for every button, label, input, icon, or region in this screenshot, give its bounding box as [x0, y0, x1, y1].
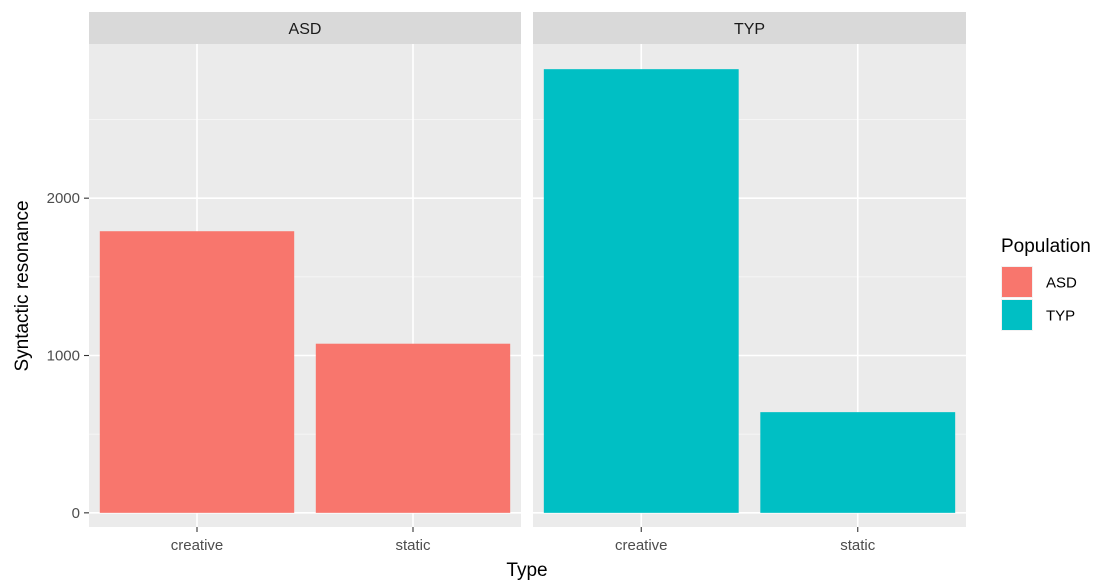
bar-typ-static [760, 412, 956, 513]
facet-strip-asd [89, 12, 521, 44]
facet-label-asd: ASD [289, 21, 322, 38]
y-tick-label: 1000 [47, 348, 80, 365]
x-tick-label: static [840, 537, 876, 554]
legend-title: Population [1001, 236, 1091, 257]
bar-typ-creative [543, 69, 739, 513]
x-tick-label: creative [615, 537, 668, 554]
bar-asd-static [315, 343, 511, 513]
facet-strip-typ [533, 12, 966, 44]
legend-label-typ: TYP [1046, 308, 1075, 325]
y-tick-label: 0 [72, 505, 80, 522]
x-axis-title: Type [506, 560, 547, 581]
legend-swatch-typ [1002, 300, 1032, 330]
x-tick-label: creative [171, 537, 224, 554]
y-axis-title: Syntactic resonance [12, 200, 33, 371]
legend-label-asd: ASD [1046, 275, 1077, 292]
y-tick-label: 2000 [47, 190, 80, 207]
legend-swatch-asd [1002, 267, 1032, 297]
x-tick-label: static [395, 537, 431, 554]
facet-label-typ: TYP [734, 21, 765, 38]
bar-asd-creative [99, 231, 295, 513]
